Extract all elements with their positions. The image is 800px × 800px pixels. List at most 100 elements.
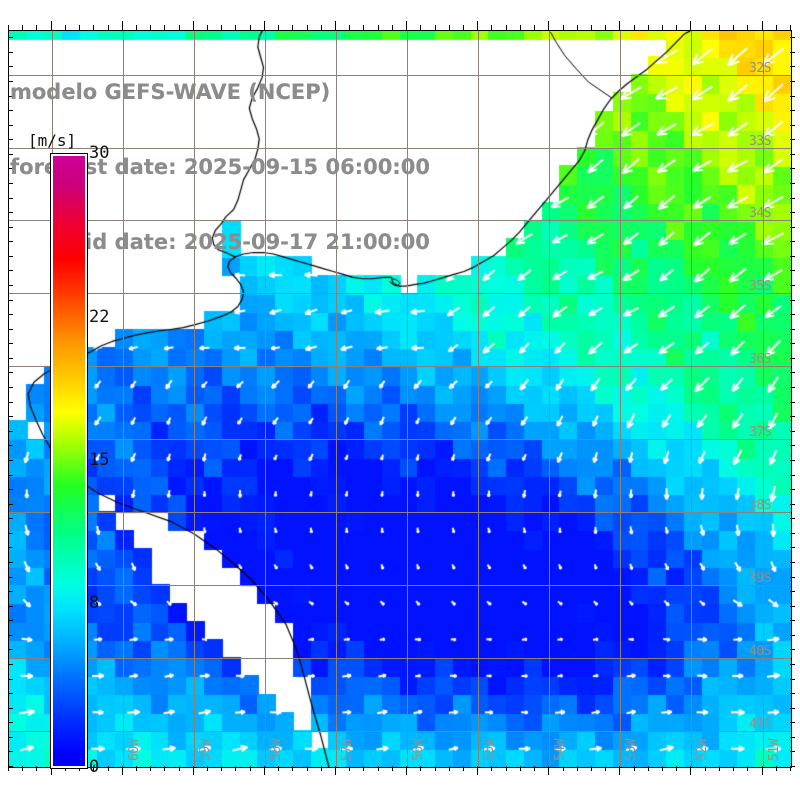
gridline-lon [763,31,764,767]
gridline-lon [407,31,408,767]
axis-tick [719,766,720,772]
axis-ticks-top [8,21,791,30]
axis-tick [122,21,123,30]
axis-tick [520,24,521,30]
axis-tick [619,766,620,775]
axis-tick [648,766,649,772]
axis-tick [8,212,14,213]
lon-label: 51W [766,739,782,761]
axis-tick [8,52,14,53]
axis-tick [8,518,14,519]
axis-tick [164,24,165,30]
axis-tick [8,198,14,199]
axis-tick [8,416,14,417]
axis-tick [477,21,478,30]
axis-tick [8,547,14,548]
axis-tick [690,766,691,775]
axis-tick [292,24,293,30]
gridline-lon [691,31,692,767]
axis-tick [8,270,14,271]
axis-tick [349,24,350,30]
title-model: modelo GEFS-WAVE (NCEP) [10,80,331,104]
axis-tick [349,766,350,772]
axis-tick [790,489,796,490]
axis-tick [634,24,635,30]
axis-tick [506,24,507,30]
axis-tick [8,577,14,578]
axis-tick [790,81,796,82]
gridline-lon [478,31,479,767]
axis-tick [8,475,14,476]
axis-tick [577,24,578,30]
axis-tick [8,256,14,257]
axis-tick [747,24,748,30]
title-valid-date: valid date: 2025-09-17 21:00:00 [50,230,430,254]
axis-tick [8,664,14,665]
axis-tick [278,766,279,772]
colorbar[interactable] [50,153,88,769]
axis-tick [8,329,14,330]
axis-tick [8,125,14,126]
axis-tick [747,766,748,772]
colorbar-tick-label: 22 [89,306,110,327]
axis-tick [790,168,796,169]
axis-tick [790,227,796,228]
axis-tick [790,737,796,738]
axis-tick [264,766,265,775]
axis-tick [662,766,663,772]
axis-tick [705,766,706,772]
axis-tick [790,562,796,563]
axis-tick [790,52,796,53]
axis-tick [790,212,796,213]
axis-tick [150,24,151,30]
axis-tick [335,766,336,775]
axis-tick [8,766,9,772]
axis-tick [690,21,691,30]
axis-tick [307,24,308,30]
axis-tick [8,168,14,169]
axis-tick [179,766,180,772]
lat-label: 38S [749,497,771,513]
axis-tick [36,766,37,772]
axis-tick [164,766,165,772]
lon-label: 59W [197,739,213,761]
axis-tick [790,679,796,680]
axis-tick [8,139,14,140]
axis-tick [8,591,14,592]
axis-tick [150,766,151,772]
axis-tick [406,766,407,775]
axis-tick [790,577,796,578]
axis-tick [392,24,393,30]
axis-tick [449,24,450,30]
gridline-lat [9,658,791,659]
axis-tick [534,766,535,772]
axis-tick [790,518,796,519]
axis-tick [8,387,14,388]
axis-tick [790,664,796,665]
axis-tick [591,24,592,30]
axis-tick [762,766,763,775]
axis-tick [8,66,14,67]
axis-tick [264,21,265,30]
axis-tick [250,766,251,772]
axis-tick [790,533,796,534]
axis-tick [577,766,578,772]
axis-tick [790,314,796,315]
axis-tick [790,708,796,709]
axis-tick [363,766,364,772]
lat-label: 37S [749,425,771,441]
map-plot-area[interactable]: 32S33S34S35S36S37S38S39S40S41S61W60W59W5… [8,30,792,768]
axis-tick [790,635,796,636]
axis-tick [335,21,336,30]
gridline-lat [9,293,791,294]
axis-tick [8,431,14,432]
axis-tick [733,766,734,772]
colorbar-tick-label: 15 [89,450,110,470]
axis-tick [321,766,322,772]
axis-tick [619,21,620,30]
lon-label: 58W [268,739,284,761]
gridline-lat [9,366,791,367]
axis-tick [8,533,14,534]
axis-tick [790,183,796,184]
axis-tick [8,460,14,461]
